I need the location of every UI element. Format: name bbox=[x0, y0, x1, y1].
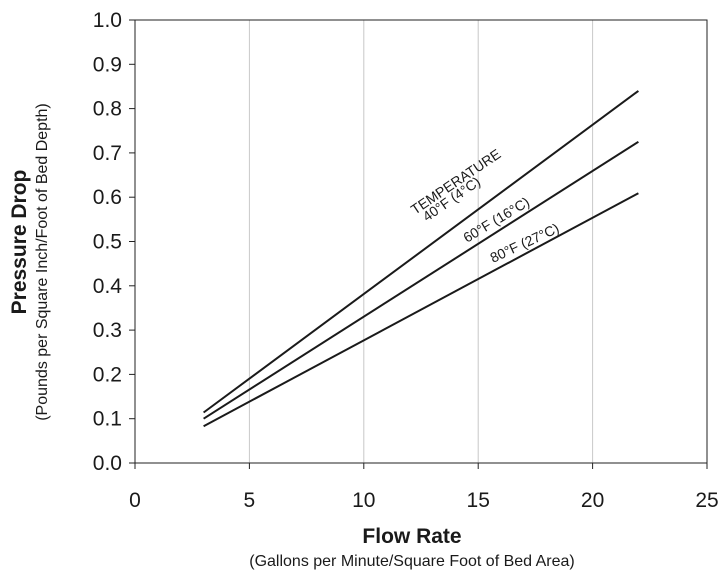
y-axis-subtitle: (Pounds per Square Inch/Foot of Bed Dept… bbox=[34, 103, 51, 421]
y-tick-label: 0.2 bbox=[93, 363, 122, 386]
y-tick-label: 1.0 bbox=[93, 9, 122, 32]
x-tick-label: 5 bbox=[244, 489, 256, 512]
x-tick-label: 0 bbox=[129, 489, 141, 512]
y-tick-label: 0.7 bbox=[93, 142, 122, 165]
series-line-3 bbox=[203, 192, 639, 428]
annotation-temperature: TEMPERATURE bbox=[408, 146, 504, 218]
plot-frame bbox=[134, 19, 708, 464]
x-axis-subtitle: (Gallons per Minute/Square Foot of Bed A… bbox=[249, 553, 575, 570]
y-tick-label: 0.9 bbox=[93, 53, 122, 76]
x-tick-label: 15 bbox=[467, 489, 490, 512]
y-tick-label: 0.1 bbox=[93, 408, 122, 431]
y-tick-label: 0.6 bbox=[93, 186, 122, 209]
x-tick-labels: 0 5 10 15 20 25 bbox=[129, 489, 719, 512]
grid-lines bbox=[129, 19, 708, 469]
y-tick-labels: 0.0 0.1 0.2 0.3 0.4 0.5 0.6 0.7 0.8 0.9 1.0 bbox=[93, 9, 123, 475]
series-line-2 bbox=[203, 140, 639, 420]
y-axis-title: Pressure Drop bbox=[8, 170, 31, 315]
x-axis-title: Flow Rate bbox=[362, 525, 461, 548]
x-tick-label: 20 bbox=[581, 489, 604, 512]
x-tick-label: 10 bbox=[352, 489, 375, 512]
y-tick-label: 0.4 bbox=[93, 275, 123, 298]
y-tick-label: 0.8 bbox=[93, 98, 122, 121]
series-line-1 bbox=[203, 90, 639, 414]
series-lines bbox=[203, 90, 639, 428]
y-tick-label: 0.5 bbox=[93, 231, 122, 254]
y-tick-label: 0.3 bbox=[93, 319, 122, 342]
y-tick-label: 0.0 bbox=[93, 452, 122, 475]
x-tick-label: 25 bbox=[695, 489, 718, 512]
